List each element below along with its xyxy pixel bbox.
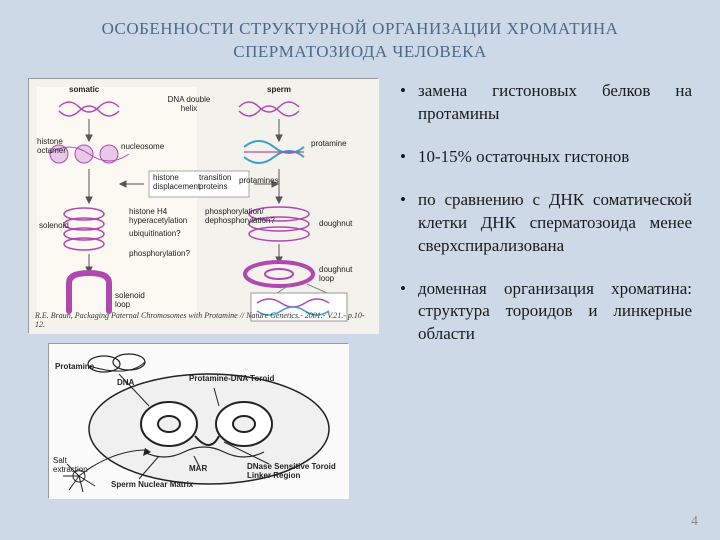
- fig1-label-dna: DNA double helix: [159, 95, 219, 113]
- figure-sperm-nucleus: Protamine DNA Protamine-DNA Toroid MAR S…: [48, 343, 348, 498]
- slide: ОСОБЕННОСТИ СТРУКТУРНОЙ ОРГАНИЗАЦИИ ХРОМ…: [0, 0, 720, 540]
- fig2-label-dna: DNA: [117, 378, 134, 387]
- bullet-item: 10-15% остаточных гистонов: [400, 146, 692, 169]
- figure-1-caption: R.E. Braun, Packaging Paternal Chromosom…: [35, 311, 371, 329]
- fig1-label-solenoid: solenoid: [39, 221, 69, 230]
- fig1-label-histone-oct: histone octamer: [37, 137, 71, 155]
- figures-column: somatic sperm DNA double helix histone o…: [28, 78, 378, 508]
- slide-title: ОСОБЕННОСТИ СТРУКТУРНОЙ ОРГАНИЗАЦИИ ХРОМ…: [28, 18, 692, 64]
- bullet-list: замена гистоновых белков на протамины 10…: [400, 80, 692, 346]
- fig1-label-trans: transition proteins: [199, 173, 239, 191]
- fig2-label-protamine: Protamine: [55, 362, 94, 371]
- bullet-item: доменная организация хроматина: структур…: [400, 278, 692, 347]
- fig1-label-protamine: protamine: [311, 139, 347, 148]
- figure-chromatin-packaging: somatic sperm DNA double helix histone o…: [28, 78, 378, 333]
- fig1-label-ubiq: ubiquitination?: [129, 229, 181, 238]
- fig1-label-hdisp: histone displacement: [153, 173, 198, 191]
- fig2-label-matrix: Sperm Nuclear Matrix: [111, 480, 193, 489]
- page-number: 4: [691, 514, 698, 530]
- fig1-label-protamines: protamines: [239, 176, 279, 185]
- fig1-label-solenoid-loop: solenoid loop: [115, 291, 155, 309]
- fig1-label-phos: phosphorylation/ dephosphorylation?: [205, 207, 275, 225]
- fig1-label-doughnut: doughnut: [319, 219, 352, 228]
- fig1-label-h4: histone H4 hyperacetylation: [129, 207, 199, 225]
- fig1-label-phos2: phosphorylation?: [129, 249, 190, 258]
- fig2-label-toroid: Protamine-DNA Toroid: [189, 374, 274, 383]
- fig2-label-linker: DNase Sensitive Toroid Linker Region: [247, 462, 343, 480]
- fig1-label-somatic: somatic: [69, 85, 99, 94]
- title-line-2: СПЕРМАТОЗИОДА ЧЕЛОВЕКА: [233, 42, 487, 61]
- bullets-column: замена гистоновых белков на протамины 10…: [400, 78, 692, 508]
- fig1-label-nucleosome: nucleosome: [121, 142, 164, 151]
- title-line-1: ОСОБЕННОСТИ СТРУКТУРНОЙ ОРГАНИЗАЦИИ ХРОМ…: [102, 19, 619, 38]
- fig1-label-sperm: sperm: [267, 85, 291, 94]
- content-row: somatic sperm DNA double helix histone o…: [28, 78, 692, 508]
- fig2-label-salt: Salt extraction: [53, 456, 93, 474]
- fig2-label-mar: MAR: [189, 464, 207, 473]
- figure-1-svg: [29, 79, 379, 334]
- bullet-item: по сравнению с ДНК соматической клетки Д…: [400, 189, 692, 258]
- bullet-item: замена гистоновых белков на протамины: [400, 80, 692, 126]
- fig1-label-doughnut-loop: doughnut loop: [319, 265, 359, 283]
